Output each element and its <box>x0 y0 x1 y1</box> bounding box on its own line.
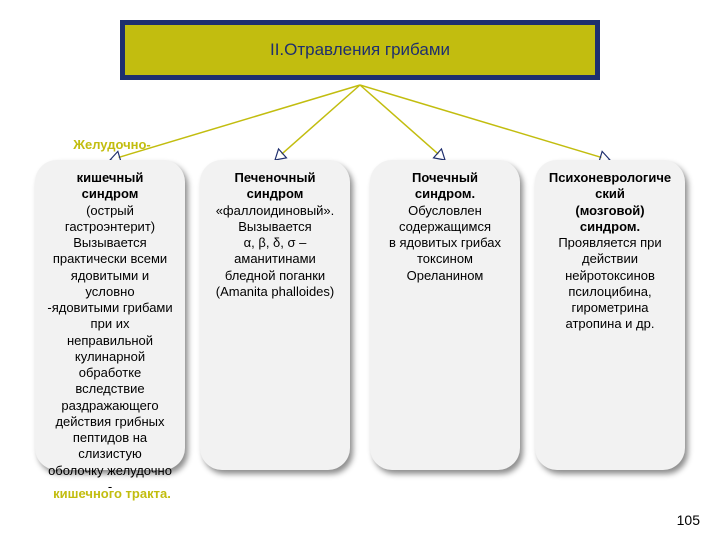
card-body-line: при их <box>43 316 177 332</box>
card-body-line: раздражающего <box>43 398 177 414</box>
card-body-line: Ореланином <box>378 268 512 284</box>
card-body-line: гирометрина <box>543 300 677 316</box>
card-body-line: Вызывается <box>43 235 177 251</box>
card-body-line: в ядовитых грибах <box>378 235 512 251</box>
title-text: II.Отравления грибами <box>270 40 450 60</box>
card-body-line: нейротоксинов <box>543 268 677 284</box>
card-body-line: вследствие <box>43 381 177 397</box>
card-title-line: (мозговой) <box>543 203 677 219</box>
card-title-line: Печеночный <box>208 170 342 186</box>
card-body-line: -ядовитыми грибами <box>43 300 177 316</box>
card-body-line: псилоцибина, <box>543 284 677 300</box>
card-title-line: синдром. <box>543 219 677 235</box>
card-title-line: Почечный <box>378 170 512 186</box>
card-title-line: кишечный <box>43 170 177 186</box>
syndrome-card: кишечныйсиндром(острыйгастроэнтерит)Вызы… <box>35 160 185 470</box>
card-body-line: бледной поганки <box>208 268 342 284</box>
overflow-label: кишечного тракта. <box>32 486 192 502</box>
card-body-line: практически всеми <box>43 251 177 267</box>
syndrome-card: Психоневрологический(мозговой)синдром.Пр… <box>535 160 685 470</box>
card-body-line: (Amanita phalloides) <box>208 284 342 300</box>
card-body-line: действия грибных <box>43 414 177 430</box>
card-title-line: синдром. <box>378 186 512 202</box>
card-title-line: Психоневрологиче <box>543 170 677 186</box>
card-body-line: атропина и др. <box>543 316 677 332</box>
card-body-line: аманитинами <box>208 251 342 267</box>
card-body-line: слизистую <box>43 446 177 462</box>
card-body-line: действии <box>543 251 677 267</box>
card-body-line: условно <box>43 284 177 300</box>
card-body-line: кулинарной <box>43 349 177 365</box>
syndrome-card: Печеночныйсиндром«фаллоидиновый».Вызывае… <box>200 160 350 470</box>
card-body-line: гастроэнтерит) <box>43 219 177 235</box>
card-body-line: неправильной <box>43 333 177 349</box>
card-body-line: оболочку желудочно <box>43 463 177 479</box>
title-box: II.Отравления грибами <box>120 20 600 80</box>
card-body-line: ядовитыми и <box>43 268 177 284</box>
page-number: 105 <box>677 512 700 528</box>
card-title-line: синдром <box>43 186 177 202</box>
card-body-line: Обусловлен <box>378 203 512 219</box>
card-body-line: содержащимся <box>378 219 512 235</box>
card-body-line: (острый <box>43 203 177 219</box>
slide: II.Отравления грибами кишечныйсиндром(ос… <box>0 0 720 540</box>
overflow-label: Желудочно- <box>32 137 192 153</box>
card-body-line: токсином <box>378 251 512 267</box>
card-title-line: синдром <box>208 186 342 202</box>
card-body-line: Вызывается <box>208 219 342 235</box>
card-body-line: «фаллоидиновый». <box>208 203 342 219</box>
syndrome-card: Почечныйсиндром.Обусловленсодержащимсяв … <box>370 160 520 470</box>
card-title-line: ский <box>543 186 677 202</box>
card-body-line: обработке <box>43 365 177 381</box>
card-body-line: Проявляется при <box>543 235 677 251</box>
card-body-line: α, β, δ, σ – <box>208 235 342 251</box>
card-body-line: пептидов на <box>43 430 177 446</box>
